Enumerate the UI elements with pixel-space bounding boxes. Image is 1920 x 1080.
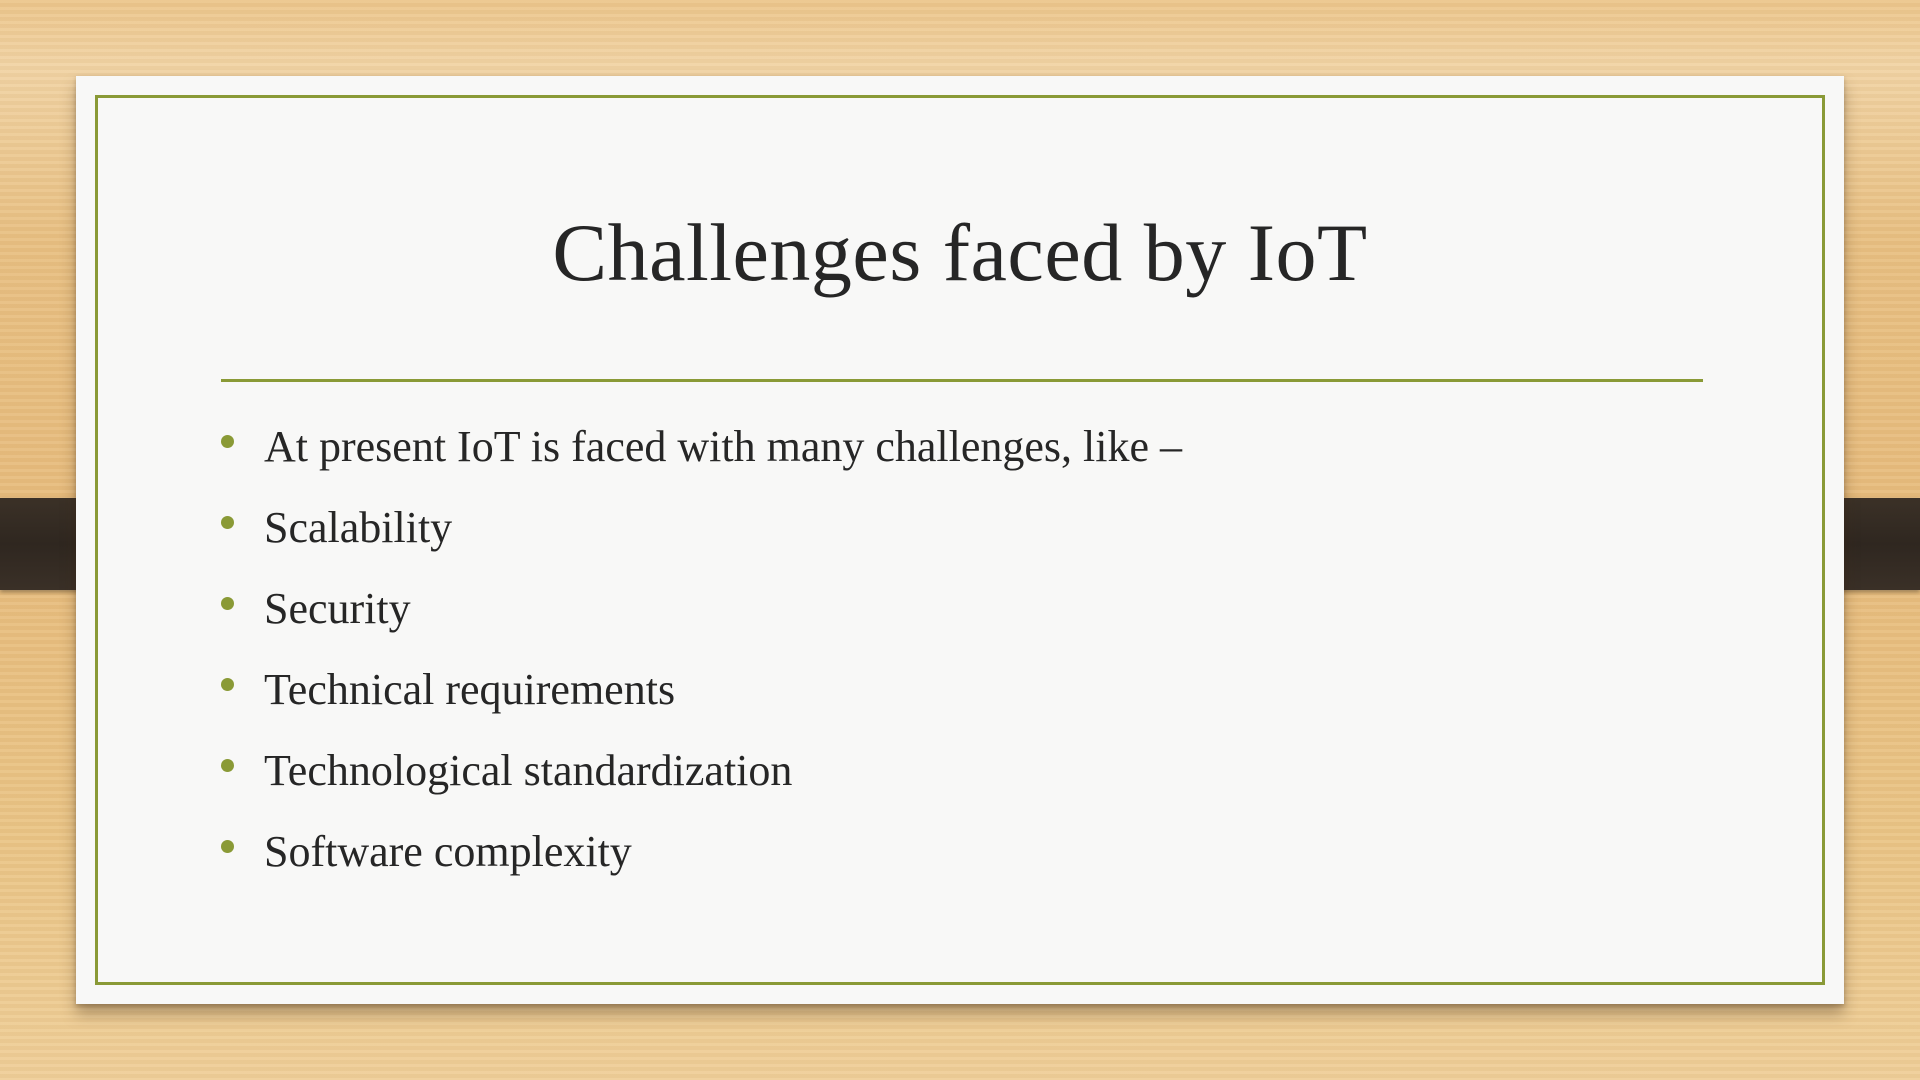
slide-title: Challenges faced by IoT	[552, 207, 1368, 298]
bullet-text: Technical requirements	[264, 665, 676, 714]
bullet-dot-icon	[221, 678, 234, 691]
bullet-text: Technological standardization	[264, 746, 793, 795]
bullet-dot-icon	[221, 840, 234, 853]
bullet-dot-icon	[221, 516, 234, 529]
title-divider	[221, 379, 1703, 382]
bullet-text: At present IoT is faced with many challe…	[264, 422, 1183, 471]
bullet-text: Security	[264, 584, 411, 633]
bullet-item: Scalability	[221, 487, 1182, 568]
bullet-dot-icon	[221, 759, 234, 772]
bullet-item: Technical requirements	[221, 649, 1182, 730]
bullet-text: Scalability	[264, 503, 453, 552]
bullet-item: Security	[221, 568, 1182, 649]
bullet-item: At present IoT is faced with many challe…	[221, 406, 1182, 487]
bullet-item: Software complexity	[221, 811, 1182, 892]
bullet-item: Technological standardization	[221, 730, 1182, 811]
slide-frame	[95, 95, 1825, 985]
bullet-dot-icon	[221, 597, 234, 610]
slide-paper: Challenges faced by IoT At present IoT i…	[76, 76, 1844, 1004]
bullet-dot-icon	[221, 435, 234, 448]
bullet-list: At present IoT is faced with many challe…	[221, 406, 1182, 892]
bullet-text: Software complexity	[264, 827, 632, 876]
